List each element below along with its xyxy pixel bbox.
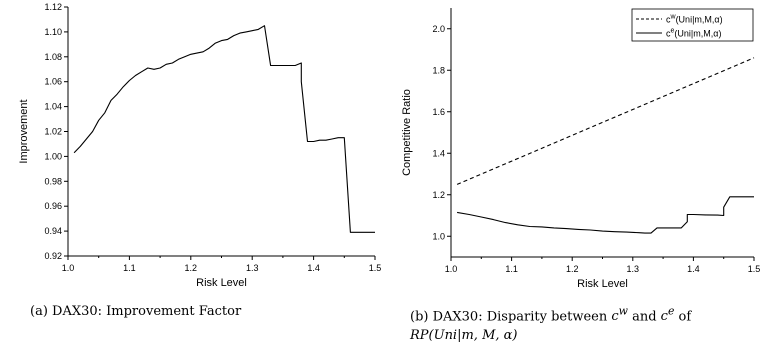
chart-1-y-tick-label: 1.08 — [44, 52, 62, 62]
chart-1-y-tick-label: 1.10 — [44, 27, 62, 37]
caption-b-formula: RP(Uni|m, M, α) — [410, 328, 518, 344]
chart-1-y-axis-label: Improvement — [18, 99, 30, 163]
chart-2-y-tick-label: 2.0 — [432, 24, 445, 34]
chart-1-series-1-line — [73, 25, 375, 233]
chart-2-series-1-line — [456, 57, 755, 185]
chart-2-series-2-line — [457, 196, 754, 234]
chart-2-x-tick-label: 1.4 — [687, 264, 700, 274]
caption-b: (b) DAX30: Disparity between cw and ce o… — [410, 302, 780, 345]
chart-1-y-tick-label: 0.98 — [44, 176, 62, 186]
chart-2: 1.0 1.1 1.2 1.3 1.4 1.5 1.0 1.2 1.4 1.6 1.8 2.0 Risk… — [401, 8, 760, 290]
chart-1: 1.0 1.1 1.2 1.3 1.4 1.5 0.92 0.94 0.96 0.98 1.00 1.… — [18, 2, 381, 289]
chart-2-y-axis-label: Competitive Ratio — [401, 89, 413, 176]
chart-1-x-axis-label: Risk Level — [196, 277, 247, 289]
chart-2-y-tick-label: 1.6 — [432, 107, 445, 117]
chart-2-legend-label-2: ce(Uni|m,M,α) — [666, 28, 721, 39]
chart-2-x-axis-label: Risk Level — [577, 278, 628, 290]
chart-2-legend-box — [631, 8, 754, 42]
chart-1-y-tick-label: 1.00 — [44, 151, 62, 161]
caption-b-cw: cw — [611, 305, 628, 325]
chart-2-x-tick-label: 1.5 — [748, 264, 761, 274]
caption-a: (a) DAX30: Improvement Factor — [30, 304, 242, 319]
chart-2-legend: cw(Uni|m,M,α) ce(Uni|m,M,α) — [631, 8, 754, 42]
caption-b-and: and — [627, 309, 661, 325]
chart-1-y-tick-label: 0.92 — [44, 251, 62, 261]
chart-2-legend-label-1: cw(Uni|m,M,α) — [666, 14, 723, 25]
caption-b-ce: ce — [660, 305, 675, 325]
chart-1-x-tick-label: 1.5 — [369, 263, 382, 273]
chart-2-y-tick-label: 1.4 — [432, 148, 445, 158]
chart-2-y-tick-label: 1.0 — [432, 231, 445, 241]
chart-2-x-tick-label: 1.1 — [505, 264, 518, 274]
chart-1-x-tick-label: 1.0 — [62, 263, 75, 273]
chart-1-y-tick-label: 1.04 — [44, 102, 62, 112]
caption-b-prefix: (b) DAX30: Disparity between — [410, 309, 612, 325]
chart-1-x-tick-label: 1.3 — [246, 263, 259, 273]
chart-2-x-tick-label: 1.2 — [566, 264, 579, 274]
chart-1-x-tick-label: 1.4 — [307, 263, 320, 273]
caption-b-of: of — [674, 309, 692, 325]
chart-1-y-tick-label: 1.02 — [44, 127, 62, 137]
chart-1-y-tick-label: 0.94 — [44, 226, 62, 236]
figure: 1.0 1.1 1.2 1.3 1.4 1.5 0.92 0.94 0.96 0.98 1.00 1.… — [18, 2, 760, 290]
chart-2-y-tick-label: 1.8 — [432, 65, 445, 75]
chart-1-y-tick-label: 0.96 — [44, 201, 62, 211]
chart-1-y-tick-label: 1.12 — [44, 2, 62, 12]
chart-2-y-tick-label: 1.2 — [432, 190, 445, 200]
chart-2-x-tick-label: 1.0 — [445, 264, 458, 274]
chart-1-x-tick-label: 1.2 — [185, 263, 198, 273]
chart-1-y-tick-label: 1.06 — [44, 77, 62, 87]
chart-2-x-tick-label: 1.3 — [627, 264, 640, 274]
chart-1-x-tick-label: 1.1 — [123, 263, 136, 273]
